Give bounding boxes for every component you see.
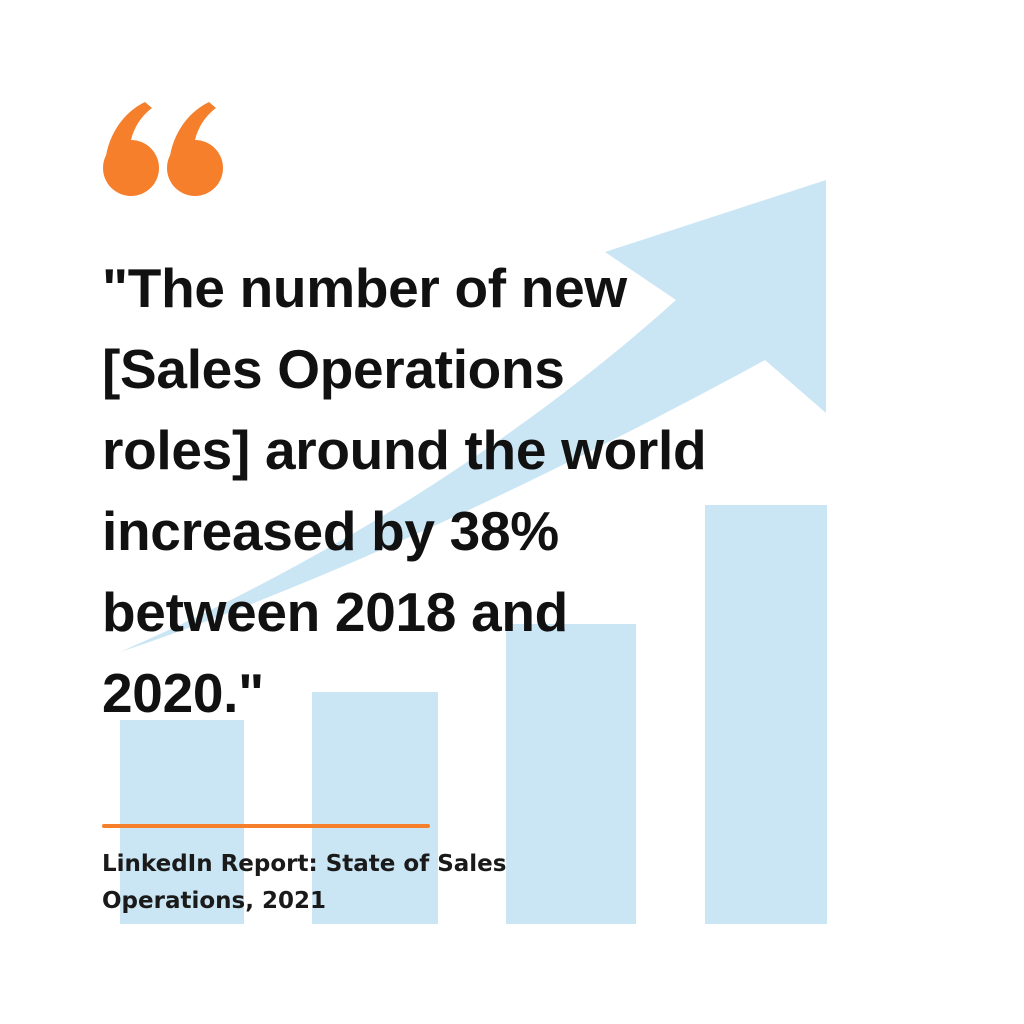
quote-mark-left-tail	[105, 102, 152, 166]
growth-arrow-shape	[120, 180, 826, 652]
chart-bar-2	[312, 692, 438, 924]
chart-bar-1	[120, 720, 244, 924]
quote-text: "The number of new [Sales Operations rol…	[102, 257, 707, 724]
chart-bar-3	[506, 624, 636, 924]
chart-bar-4	[705, 505, 827, 924]
double-quote-icon	[103, 102, 223, 196]
quote-mark-right-tail	[169, 102, 216, 166]
source-divider	[102, 824, 430, 828]
source-citation: LinkedIn Report: State of Sales Operatio…	[102, 851, 507, 914]
